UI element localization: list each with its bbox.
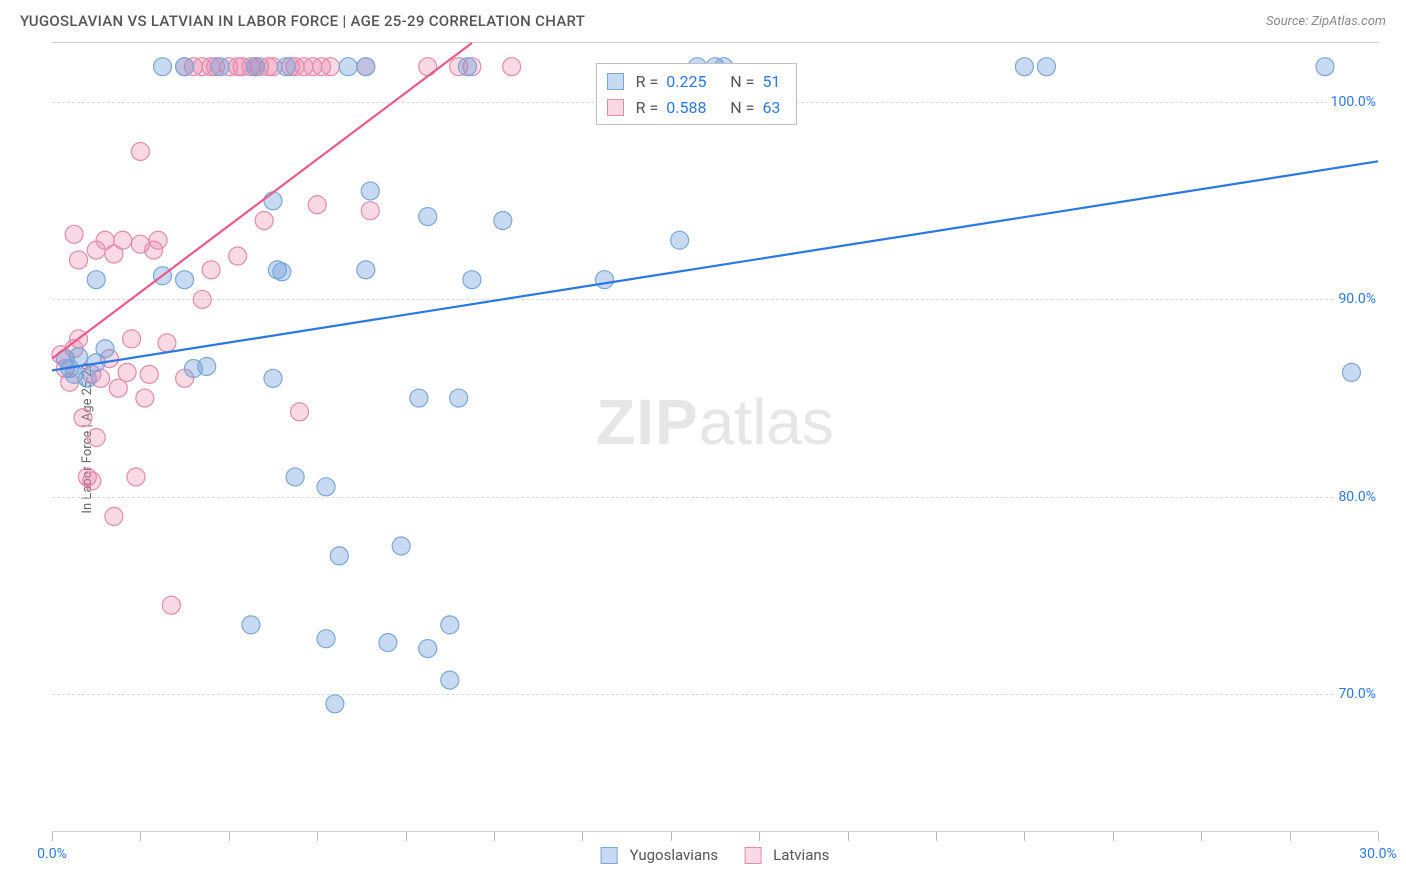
n2-value: 63	[762, 95, 780, 121]
x-tick-label: 30.0%	[1359, 846, 1397, 862]
x-tick-label: 0.0%	[37, 846, 67, 862]
n1-label: N =	[730, 69, 754, 95]
stats-row-1: R = 0.225 N = 51	[607, 69, 781, 95]
legend-series2-label: Latvians	[773, 846, 829, 864]
chart-area: In Labor Force | Age 25-29 ZIPatlas 70.0…	[52, 42, 1378, 832]
series2-swatch-icon	[607, 99, 624, 116]
stats-legend: R = 0.225 N = 51 R = 0.588 N = 63	[596, 63, 798, 125]
legend-series1-label: Yugoslavians	[630, 846, 719, 864]
series1-swatch-icon	[601, 847, 618, 864]
x-axis: 0.0%30.0%	[52, 831, 1378, 832]
r2-label: R =	[636, 95, 659, 121]
r2-value: 0.588	[666, 95, 722, 121]
legend-item-series2: Latvians	[744, 846, 829, 864]
stats-row-2: R = 0.588 N = 63	[607, 95, 781, 121]
scatter-plot	[52, 43, 1378, 832]
r1-label: R =	[636, 69, 659, 95]
source-label: Source: ZipAtlas.com	[1266, 14, 1386, 29]
series1-swatch-icon	[607, 73, 624, 90]
series2-swatch-icon	[744, 847, 761, 864]
chart-title: YUGOSLAVIAN VS LATVIAN IN LABOR FORCE | …	[20, 12, 585, 30]
series-legend: Yugoslavians Latvians	[601, 846, 830, 864]
r1-value: 0.225	[666, 69, 722, 95]
legend-item-series1: Yugoslavians	[601, 846, 719, 864]
n1-value: 51	[762, 69, 780, 95]
chart-header: YUGOSLAVIAN VS LATVIAN IN LABOR FORCE | …	[0, 0, 1406, 32]
n2-label: N =	[730, 95, 754, 121]
